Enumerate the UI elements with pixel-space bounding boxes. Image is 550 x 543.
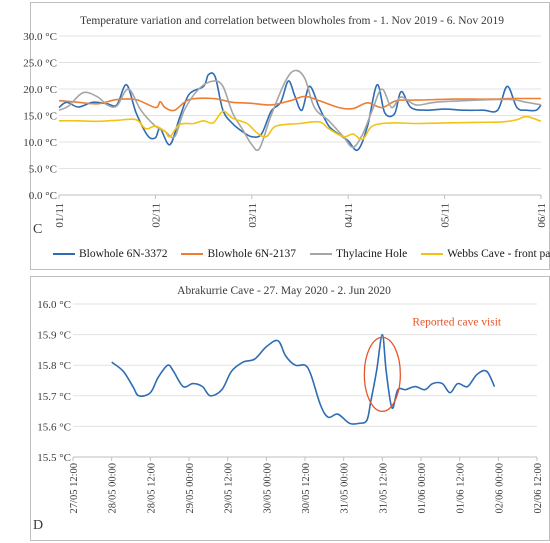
- chart-d-x-tick-label: 29/05 00:00: [185, 463, 196, 513]
- chart-d-y-tick-label: 15.9 °C: [37, 330, 71, 342]
- chart-c-series-line: [58, 110, 542, 141]
- chart-d-x-tick-label: 02/06 00:00: [494, 463, 505, 513]
- chart-d-series-line: [111, 333, 496, 425]
- chart-c-canvas: Temperature variation and correlation be…: [23, 15, 548, 237]
- chart-c-y-tick-label: 25.0 °C: [23, 58, 57, 70]
- chart-d-y-tick-label: 15.7 °C: [37, 391, 71, 403]
- chart-c-legend-item: Blowhole 6N-3372: [53, 248, 167, 260]
- chart-d-y-tick-label: 15.5 °C: [37, 452, 71, 464]
- chart-d-x-tick-label: 01/06 12:00: [456, 463, 467, 513]
- chart-c-y-tick-label: 5.0 °C: [29, 164, 57, 176]
- chart-d-x-tick-label: 31/05 00:00: [340, 463, 351, 513]
- chart-c-x-tick-label: 05/11: [440, 203, 452, 228]
- chart-panel-d: Abrakurrie Cave - 27. May 2020 - 2. Jun …: [30, 276, 550, 541]
- chart-c-x-tick-label: 02/11: [150, 203, 162, 228]
- chart-c-y-tick-label: 20.0 °C: [23, 84, 57, 96]
- chart-c-x-tick-label: 06/11: [536, 203, 548, 228]
- chart-d-y-tick-label: 16.0 °C: [37, 299, 71, 311]
- legend-label: Thylacine Hole: [335, 248, 408, 260]
- legend-swatch: [421, 253, 444, 255]
- chart-c-series-line: [58, 95, 541, 112]
- chart-d-x-tick-label: 28/05 00:00: [108, 463, 119, 513]
- chart-d-x-tick-label: 01/06 00:00: [417, 463, 428, 513]
- chart-d-x-tick-label: 30/05 00:00: [262, 463, 273, 513]
- chart-c-y-tick-label: 10.0 °C: [23, 137, 57, 149]
- legend-swatch: [53, 253, 75, 255]
- chart-d-x-tick-label: 30/05 12:00: [301, 463, 312, 513]
- chart-c-legend: Blowhole 6N-3372 Blowhole 6N-2137 Thylacin…: [53, 248, 550, 260]
- chart-c-legend-item: Blowhole 6N-2137: [181, 248, 296, 260]
- chart-d-x-tick-label: 29/05 12:00: [224, 463, 235, 513]
- chart-d-x-tick-label: 28/05 12:00: [146, 463, 157, 513]
- chart-c-x-tick-label: 01/11: [54, 203, 66, 228]
- chart-c-legend-item: Webbs Cave - front part: [421, 248, 550, 260]
- chart-d-canvas: Abrakurrie Cave - 27. May 2020 - 2. Jun …: [33, 285, 544, 533]
- chart-d-y-tick-label: 15.6 °C: [37, 421, 71, 433]
- chart-d-x-tick-label: 02/06 12:00: [533, 463, 544, 513]
- chart-d-x-tick-label: 31/05 12:00: [378, 463, 389, 513]
- chart-c-y-tick-label: 30.0 °C: [23, 31, 57, 43]
- chart-c-y-tick-label: 0.0 °C: [29, 190, 57, 202]
- chart-c-y-tick-label: 15.0 °C: [23, 111, 57, 123]
- chart-d-panel-letter: D: [33, 518, 43, 533]
- chart-c-x-tick-label: 03/11: [247, 203, 259, 228]
- chart-c-series-line: [58, 69, 542, 152]
- chart-c-x-tick-label: 04/11: [343, 203, 355, 228]
- chart-d-title: Abrakurrie Cave - 27. May 2020 - 2. Jun …: [177, 285, 391, 297]
- legend-label: Webbs Cave - front part: [447, 248, 550, 260]
- legend-swatch: [309, 253, 332, 255]
- chart-c-panel-letter: C: [33, 222, 42, 237]
- legend-swatch: [181, 253, 204, 255]
- chart-d-x-tick-label: 27/05 12:00: [69, 463, 80, 513]
- chart-d-y-tick-label: 15.8 °C: [37, 360, 71, 372]
- chart-c-series-line: [58, 72, 542, 152]
- chart-c-legend-item: Thylacine Hole: [309, 248, 408, 260]
- chart-panel-c: Temperature variation and correlation be…: [23, 2, 550, 270]
- cave-visit-annotation: Reported cave visit: [412, 316, 502, 328]
- cave-visit-ellipse: [363, 336, 401, 413]
- legend-label: Blowhole 6N-2137: [207, 248, 296, 260]
- legend-label: Blowhole 6N-3372: [79, 248, 168, 260]
- chart-c-title: Temperature variation and correlation be…: [80, 15, 504, 27]
